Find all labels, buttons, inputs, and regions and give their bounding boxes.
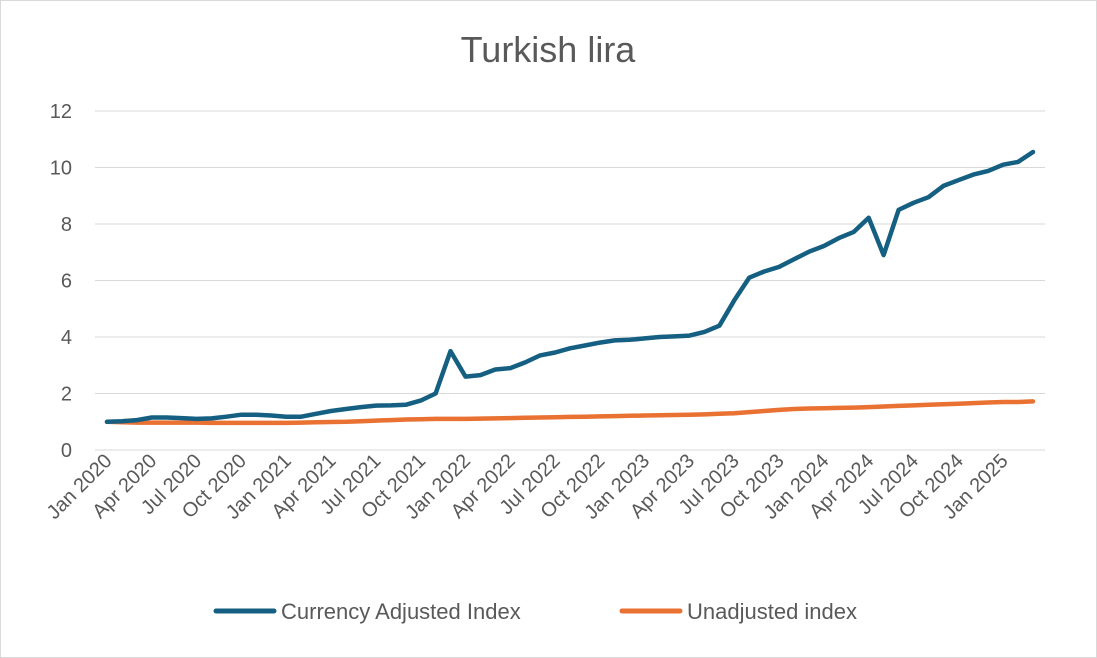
y-tick-label: 2	[61, 384, 72, 406]
y-tick-label: 0	[61, 440, 72, 462]
y-tick-label: 4	[61, 327, 72, 349]
y-tick-label: 6	[61, 271, 72, 293]
series-line-unadjusted-index	[104, 399, 1036, 426]
series-lines	[104, 149, 1036, 426]
legend: Currency Adjusted Index Unadjusted index	[213, 599, 857, 624]
y-tick-label: 8	[61, 214, 72, 236]
chart-title: Turkish lira	[461, 29, 637, 70]
y-axis-ticks: 0 2 4 6 8 10 12	[50, 101, 72, 462]
y-tick-label: 10	[50, 158, 72, 180]
series-line-currency-adjusted-index	[104, 149, 1036, 425]
gridlines	[95, 110, 1045, 451]
legend-label-unadjusted-index: Unadjusted index	[687, 599, 857, 624]
legend-label-currency-adjusted-index: Currency Adjusted Index	[281, 599, 521, 624]
y-tick-label: 12	[50, 101, 72, 123]
